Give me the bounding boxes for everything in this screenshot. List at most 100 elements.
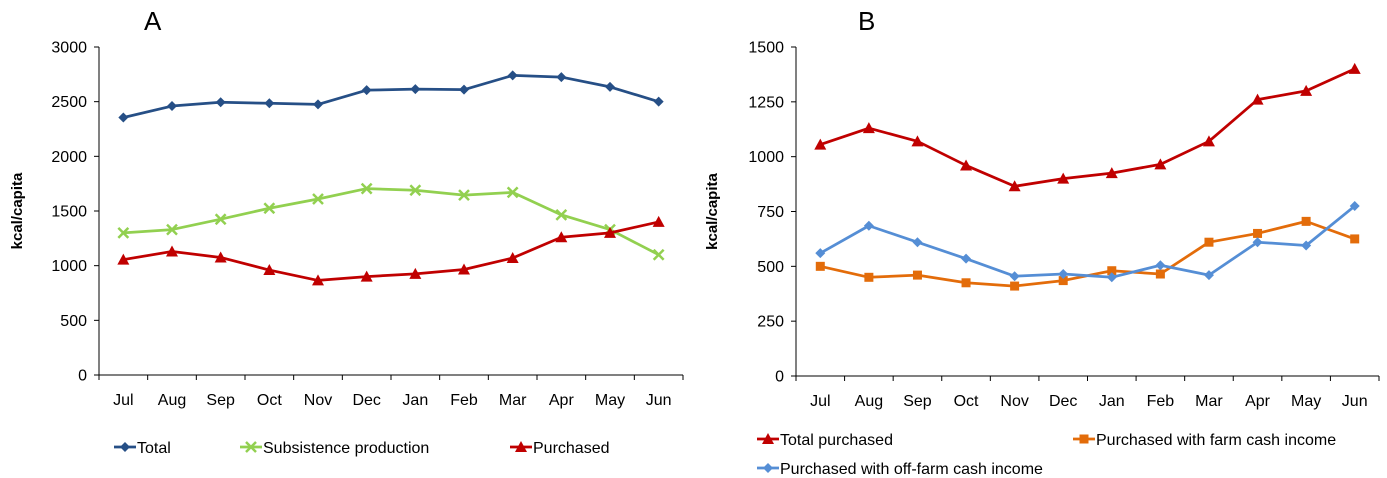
data-point xyxy=(1300,84,1313,96)
x-tick-label: Jan xyxy=(1099,393,1125,410)
data-point xyxy=(214,213,227,226)
data-point xyxy=(312,193,324,205)
legend-label: Total purchased xyxy=(780,432,893,449)
data-point xyxy=(410,84,421,95)
y-tick-label: 1500 xyxy=(51,204,87,221)
legend-marker xyxy=(245,441,257,453)
data-point xyxy=(409,267,422,279)
data-point xyxy=(1058,269,1069,280)
legend-label: Total xyxy=(137,440,171,457)
y-tick-label: 250 xyxy=(757,314,784,331)
y-tick-label: 500 xyxy=(757,259,784,276)
x-tick-label: Nov xyxy=(1000,393,1028,410)
data-point xyxy=(1350,234,1360,244)
data-point xyxy=(1106,272,1117,283)
x-tick-label: Mar xyxy=(1195,393,1223,410)
legend-marker xyxy=(763,463,773,473)
x-tick-label: Jul xyxy=(113,392,133,409)
data-point xyxy=(360,182,373,195)
legend: Total Subsistence production Purchased xyxy=(114,440,610,457)
data-point xyxy=(1154,158,1167,170)
data-point xyxy=(1253,228,1263,238)
data-point xyxy=(1058,276,1068,286)
data-point xyxy=(117,226,130,239)
panel-label: A xyxy=(144,6,162,36)
y-tick-label: 2000 xyxy=(51,149,87,166)
x-tick-label: Sep xyxy=(903,393,932,410)
x-tick-label: Aug xyxy=(158,392,186,409)
x-tick-label: May xyxy=(595,392,625,409)
series-purchased xyxy=(117,215,665,286)
data-point xyxy=(912,237,923,248)
data-point xyxy=(961,278,971,288)
data-point xyxy=(911,135,924,147)
legend-item: Purchased with farm cash income xyxy=(1073,432,1336,449)
y-tick-label: 0 xyxy=(78,368,87,385)
data-point xyxy=(313,99,323,110)
data-point xyxy=(815,261,825,271)
legend-label: Subsistence production xyxy=(263,440,429,457)
data-point xyxy=(652,215,665,227)
x-tick-label: Aug xyxy=(855,393,883,410)
data-point xyxy=(1202,135,1215,147)
y-tick-label: 3000 xyxy=(51,40,87,57)
legend-marker xyxy=(120,442,130,452)
data-point xyxy=(1155,269,1165,279)
series-line xyxy=(123,220,659,282)
data-point xyxy=(1348,62,1361,74)
x-tick-label: Apr xyxy=(1245,393,1271,410)
data-point xyxy=(1301,240,1312,251)
data-point xyxy=(862,122,875,134)
data-point xyxy=(118,112,129,123)
y-tick-label: 500 xyxy=(60,313,87,330)
x-tick-label: Feb xyxy=(1147,393,1175,410)
data-point xyxy=(167,101,177,112)
legend-marker xyxy=(515,441,527,452)
legend-marker xyxy=(1079,434,1089,444)
data-point xyxy=(1251,93,1264,105)
data-point xyxy=(555,208,568,221)
series-line xyxy=(123,74,660,119)
x-tick-label: Jan xyxy=(402,392,428,409)
data-point xyxy=(1008,180,1021,192)
data-point xyxy=(814,138,827,150)
y-axis-label: kcal/capita xyxy=(9,172,26,249)
x-tick-label: Apr xyxy=(549,392,575,409)
data-point xyxy=(459,84,469,95)
series-purchased-with-off-farm-cash-income xyxy=(815,201,1360,283)
data-point xyxy=(605,81,615,92)
legend-item: Purchased with off-farm cash income xyxy=(757,461,1043,478)
data-point xyxy=(215,97,226,108)
y-axis-label: kcal/capita xyxy=(704,172,721,249)
data-point xyxy=(555,231,568,243)
data-point xyxy=(1009,271,1020,282)
x-tick-label: Oct xyxy=(257,392,282,409)
data-point xyxy=(1155,260,1166,271)
panel-label: B xyxy=(858,6,875,36)
data-point xyxy=(263,202,276,215)
series-subsistence-production xyxy=(117,182,665,261)
data-point xyxy=(1252,237,1263,248)
x-tick-label: Jun xyxy=(1342,393,1368,410)
x-tick-label: Feb xyxy=(450,392,478,409)
legend-label: Purchased xyxy=(533,440,610,457)
data-point xyxy=(312,274,324,286)
data-point xyxy=(604,226,616,238)
legend: Total purchased Purchased with farm cash … xyxy=(757,432,1336,478)
data-point xyxy=(653,96,664,107)
data-point xyxy=(652,248,665,261)
data-point xyxy=(961,253,972,264)
data-point xyxy=(1204,237,1214,247)
x-tick-label: Jul xyxy=(810,393,830,410)
series-line xyxy=(123,187,660,256)
data-point xyxy=(263,264,276,276)
series-total xyxy=(118,70,664,123)
y-tick-label: 1250 xyxy=(748,94,784,111)
data-point xyxy=(166,223,178,236)
x-tick-label: Dec xyxy=(1049,393,1077,410)
y-tick-label: 2500 xyxy=(51,94,87,111)
data-point xyxy=(912,270,922,280)
